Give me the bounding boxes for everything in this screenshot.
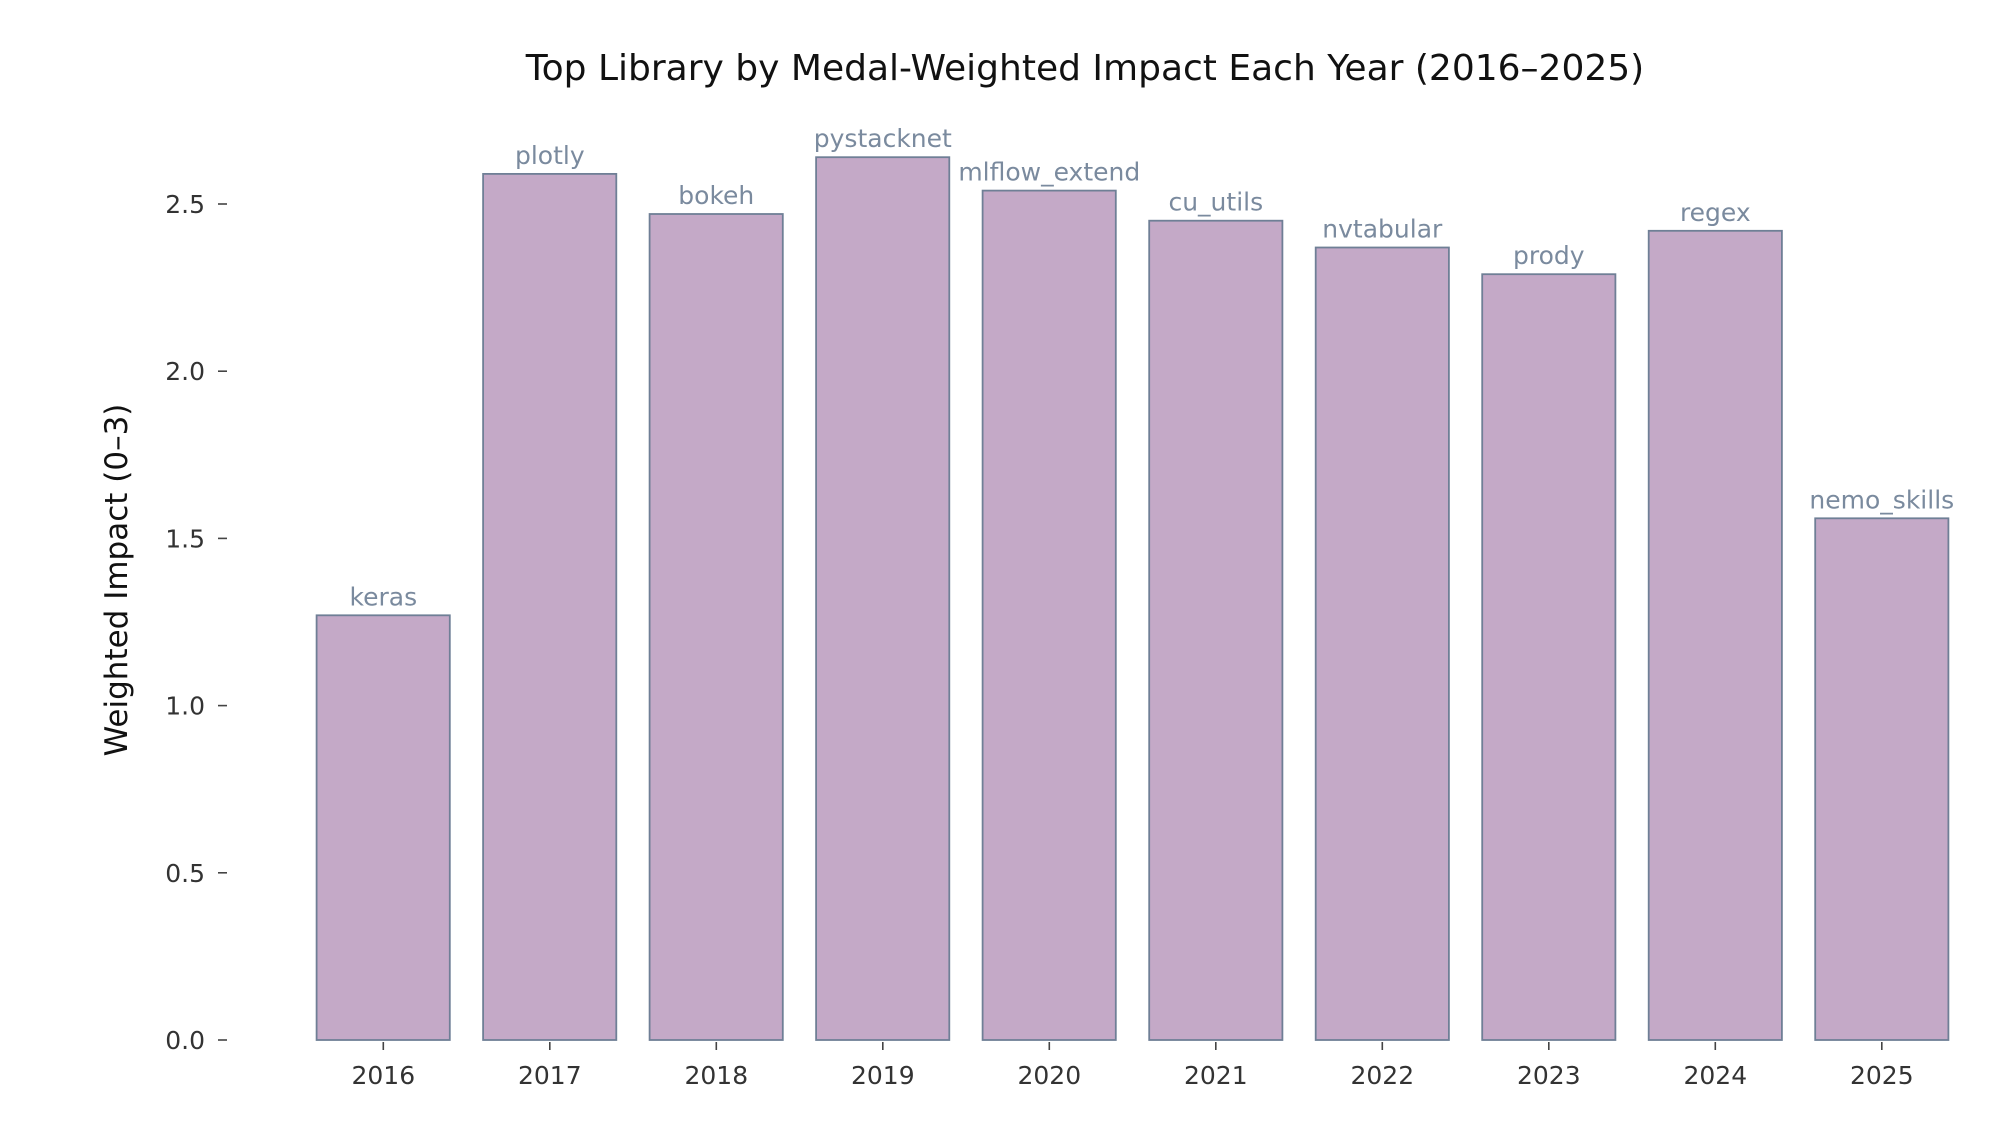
bar-label-2024: regex	[1680, 198, 1751, 227]
bar-2018	[648, 213, 784, 1041]
y-tick-label-0.5: 0.5	[165, 859, 205, 888]
x-tick-label-2023: 2023	[1517, 1061, 1581, 1090]
bar-label-2021: cu_utils	[1168, 188, 1263, 217]
x-tick-label-2021: 2021	[1184, 1061, 1248, 1090]
x-tick-label-2022: 2022	[1350, 1061, 1414, 1090]
y-axis: 0.0 0.5 1.0 1.5 2.0 2.5	[165, 190, 227, 1055]
y-tick-label-1.0: 1.0	[165, 692, 205, 721]
bar-2023	[1481, 273, 1617, 1041]
bar-2019	[815, 156, 951, 1041]
bar-label-2018: bokeh	[678, 181, 754, 210]
x-tick-label-2017: 2017	[518, 1061, 582, 1090]
bar-label-2022: nvtabular	[1322, 215, 1443, 244]
bar-labels-group: keras plotly bokeh pystacknetmlflow_extendc…	[350, 124, 1955, 611]
x-axis: 2016 2017 2018 2019 2020 2021 2022 2023 2024 2025	[351, 1042, 1914, 1090]
bar-label-2019: pystacknet	[814, 124, 952, 153]
x-tick-label-2025: 2025	[1850, 1061, 1914, 1090]
x-tick-label-2019: 2019	[851, 1061, 915, 1090]
bar-label-2016: keras	[350, 582, 418, 611]
x-tick-label-2024: 2024	[1683, 1061, 1747, 1090]
x-tick-label-2018: 2018	[684, 1061, 748, 1090]
bar-2024	[1647, 229, 1783, 1041]
bar-label-2025: nemo_skills	[1809, 485, 1954, 514]
x-tick-label-2016: 2016	[351, 1061, 415, 1090]
y-tick-label-2.5: 2.5	[165, 190, 205, 219]
bar-2025	[1814, 517, 1950, 1041]
bar-2020	[981, 189, 1117, 1041]
bar-2017	[482, 172, 618, 1041]
y-tick-label-0.0: 0.0	[165, 1026, 205, 1055]
bar-label-2023: prody	[1513, 241, 1585, 270]
bar-label-2020: mlflow_extend	[958, 158, 1140, 187]
y-axis-label: Weighted Impact (0–3)	[99, 404, 135, 757]
bar-2022	[1314, 246, 1450, 1041]
bar-2016	[315, 614, 451, 1041]
y-tick-label-2.0: 2.0	[165, 357, 205, 386]
x-tick-label-2020: 2020	[1017, 1061, 1081, 1090]
bar-2021	[1148, 219, 1284, 1041]
bars-group	[315, 156, 1950, 1041]
bar-label-2017: plotly	[515, 141, 585, 170]
y-tick-label-1.5: 1.5	[165, 524, 205, 553]
chart-title: Top Library by Medal-Weighted Impact Eac…	[525, 48, 1644, 89]
